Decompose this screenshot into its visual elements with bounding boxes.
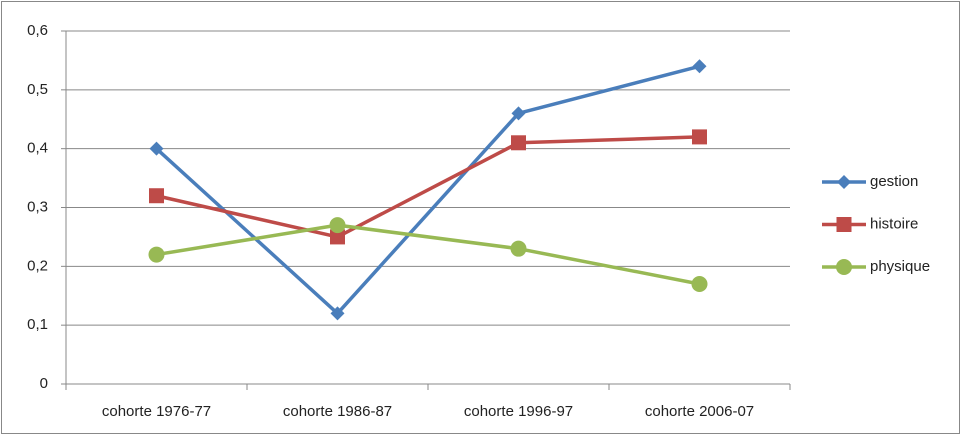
marker: [148, 246, 165, 263]
series-line: [156, 135, 700, 239]
y-tick-label: 0,1: [27, 316, 48, 333]
marker: [149, 188, 164, 204]
y-tick-label: 0,4: [27, 140, 48, 157]
marker: [691, 275, 708, 292]
series-line: [156, 223, 700, 286]
y-tick-label: 0,3: [27, 198, 48, 215]
marker: [330, 229, 345, 245]
y-tick-label: 0: [40, 375, 48, 392]
marker: [329, 217, 346, 234]
marker: [511, 135, 526, 151]
legend-label: gestion: [870, 173, 918, 190]
marker: [511, 106, 526, 121]
marker: [836, 217, 852, 232]
marker: [510, 240, 527, 257]
y-tick-label: 0,2: [27, 257, 48, 274]
marker: [836, 259, 852, 275]
y-tick-label: 0,6: [27, 22, 48, 39]
marker: [837, 175, 851, 189]
series-line: [155, 64, 700, 316]
marker: [330, 306, 345, 321]
marker: [149, 141, 164, 156]
x-tick-label: cohorte 2006-07: [645, 403, 754, 420]
x-tick-label: cohorte 1996-97: [464, 403, 573, 420]
marker: [692, 59, 707, 74]
x-tick-label: cohorte 1986-87: [283, 403, 392, 420]
legend-label: histoire: [870, 215, 918, 232]
y-tick-label: 0,5: [27, 81, 48, 98]
legend-label: physique: [870, 258, 930, 275]
x-tick-label: cohorte 1976-77: [102, 403, 211, 420]
marker: [692, 129, 707, 145]
